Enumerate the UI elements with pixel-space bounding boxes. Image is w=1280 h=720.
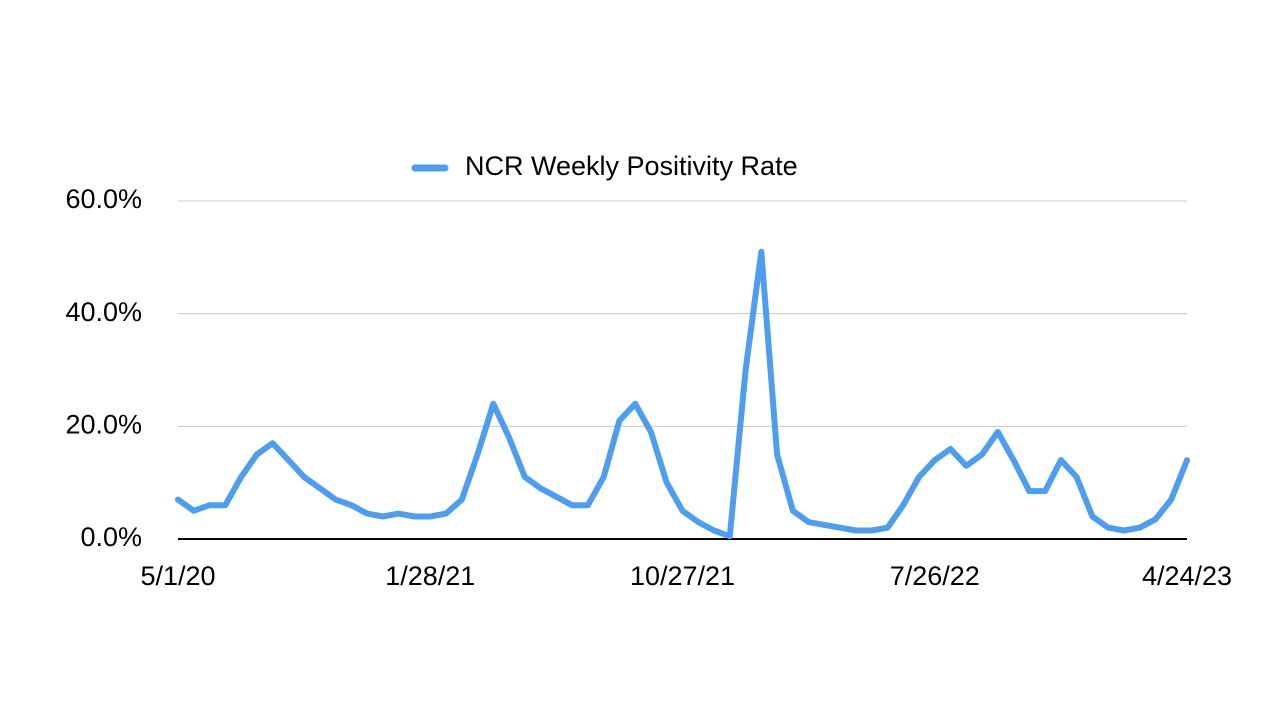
- y-tick-label: 60.0%: [65, 184, 142, 214]
- x-tick-label: 4/24/23: [1142, 561, 1232, 591]
- y-tick-label: 20.0%: [65, 409, 142, 439]
- x-tick-label: 1/28/21: [385, 561, 475, 591]
- data-line: [175, 248, 1190, 540]
- legend-label: NCR Weekly Positivity Rate: [465, 151, 798, 181]
- y-tick-label: 0.0%: [80, 522, 142, 552]
- x-tick-label: 10/27/21: [630, 561, 735, 591]
- x-tick-label: 7/26/22: [890, 561, 980, 591]
- x-tick-label: 5/1/20: [140, 561, 215, 591]
- y-tick-label: 40.0%: [65, 297, 142, 327]
